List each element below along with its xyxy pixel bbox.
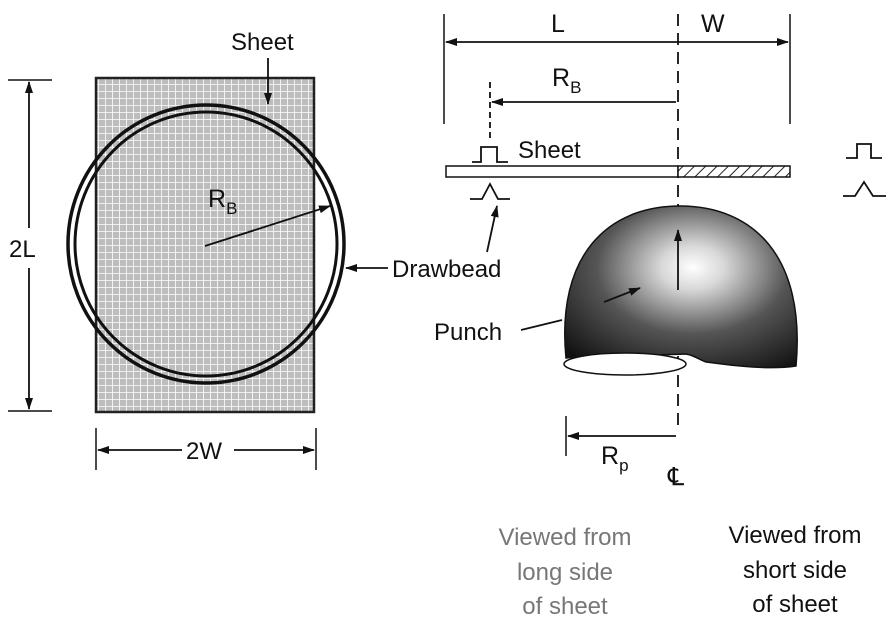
caption-long-side: Viewed from long side of sheet — [499, 524, 632, 620]
dim-l-label: L — [551, 10, 565, 38]
caption-short-line-3: of sheet — [752, 591, 838, 618]
punch-label-leader — [520, 319, 563, 331]
sheet-strip-plain — [445, 165, 679, 178]
right-rb-label: RB — [552, 64, 581, 97]
lower-bead-profile — [470, 182, 510, 200]
right-figure: L W RB Sheet Punch Rp ℄ — [434, 10, 886, 491]
upper-bead-profile — [472, 146, 508, 163]
centerline-symbol: ℄ — [667, 463, 684, 491]
caption-short-line-1: Viewed from — [729, 522, 862, 549]
punch-dome — [564, 205, 798, 369]
drawbead-pointer — [486, 205, 499, 253]
caption-short-line-2: short side — [743, 557, 847, 584]
left-rb-arrow — [204, 205, 331, 247]
dim-2l-label: 2L — [9, 236, 36, 263]
left-rb-label: RB — [208, 185, 237, 218]
caption-short-side: Viewed from short side of sheet — [729, 522, 862, 618]
drawbead-label: Drawbead — [392, 256, 501, 283]
drawbead-ring-inner — [73, 110, 339, 378]
caption-long-line-2: long side — [517, 559, 613, 586]
side-rib-icon — [846, 143, 882, 159]
right-sheet-label: Sheet — [518, 137, 581, 164]
left-figure: Sheet RB Drawbead 2L 2W — [8, 29, 501, 470]
left-sheet-label: Sheet — [231, 29, 294, 56]
punch-pointer — [603, 287, 641, 303]
drawbead-ring-outer — [66, 103, 346, 385]
sheet-strip-hatched — [677, 165, 791, 178]
side-bead-icon — [843, 180, 886, 197]
punch-base — [563, 352, 687, 376]
dim-2w-label: 2W — [186, 438, 222, 465]
caption-long-line-1: Viewed from — [499, 524, 632, 551]
rp-label: Rp — [601, 442, 629, 475]
caption-long-line-3: of sheet — [522, 593, 608, 620]
dim-w-label: W — [701, 10, 725, 38]
punch-label: Punch — [434, 319, 502, 346]
